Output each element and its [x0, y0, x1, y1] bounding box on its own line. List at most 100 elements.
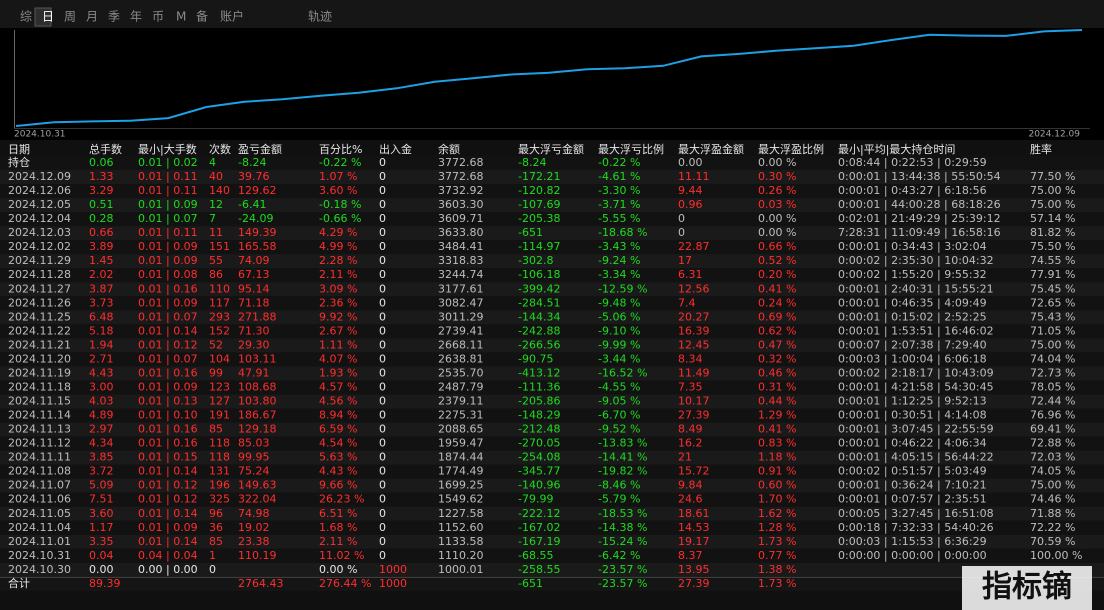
table-cell: 0.66 %	[758, 240, 796, 253]
table-cell: 0.01 | 0.09	[138, 198, 198, 211]
table-cell: -8.24	[518, 156, 546, 169]
row-bg	[0, 380, 1104, 395]
column-header: 出入金	[379, 142, 412, 156]
table-cell: 47.91	[238, 366, 270, 379]
column-header: 最小|平均|最大持仓时间	[838, 142, 955, 156]
table-cell: 110.19	[238, 549, 277, 562]
table-cell: -107.69	[518, 198, 560, 211]
table-cell: -90.75	[518, 352, 553, 365]
table-cell: -167.02	[518, 521, 560, 534]
table-cell: 0.20 %	[758, 268, 796, 281]
table-cell: 9.84	[678, 479, 703, 492]
column-header: 最大浮亏金额	[518, 142, 584, 156]
table-cell: 1.17	[89, 521, 114, 534]
table-cell: 5.09	[89, 479, 114, 492]
table-cell: 0.62 %	[758, 324, 796, 337]
tab[interactable]: 账户	[220, 9, 244, 24]
table-cell: 0.00 %	[319, 563, 357, 576]
table-cell: 0.00 %	[758, 212, 796, 225]
table-cell: 1549.62	[438, 493, 484, 506]
table-cell: 276.44 %	[319, 577, 371, 590]
table-cell: 118	[209, 437, 230, 450]
table-cell: 2024.11.28	[8, 268, 71, 281]
tab[interactable]: 季	[108, 10, 120, 24]
table-cell: 271.88	[238, 310, 277, 323]
tab[interactable]: 备	[196, 10, 208, 24]
table-cell: 3244.74	[438, 268, 484, 281]
tab[interactable]: 综	[20, 10, 32, 24]
tab[interactable]: M	[176, 10, 186, 24]
table-cell: 67.13	[238, 268, 270, 281]
table-cell: 2024.11.20	[8, 352, 71, 365]
table-cell: 0:00:18 | 7:32:33 | 54:40:26	[838, 521, 994, 534]
tab[interactable]: 币	[152, 10, 164, 24]
table-cell: 2024.11.08	[8, 465, 71, 478]
table-cell: 2024.12.02	[8, 240, 71, 253]
table-cell: 8.49	[678, 423, 703, 436]
table-cell: 36	[209, 521, 223, 534]
row-bg	[0, 198, 1104, 213]
table-cell: 10.17	[678, 395, 710, 408]
table-cell: 0.66	[89, 226, 114, 239]
table-cell: 0:00:02 | 0:51:57 | 5:03:49	[838, 465, 987, 478]
table-cell: 3.73	[89, 296, 114, 309]
column-header: 最大浮盈比例	[758, 142, 824, 156]
table-cell: 2024.11.18	[8, 380, 71, 393]
table-cell: 2275.31	[438, 409, 484, 422]
table-cell: 23.38	[238, 535, 270, 548]
table-cell: 2024.11.05	[8, 507, 71, 520]
table-cell: 55	[209, 254, 223, 267]
table-cell: 0	[379, 437, 386, 450]
table-cell: 77.91 %	[1030, 268, 1075, 281]
table-cell: 0	[379, 535, 386, 548]
row-bg	[0, 562, 1104, 577]
table-cell: -258.55	[518, 563, 560, 576]
table-cell: 12	[209, 198, 223, 211]
table-cell: -9.10 %	[598, 324, 640, 337]
table-cell: 1.45	[89, 254, 114, 267]
table-cell: 103.11	[238, 352, 277, 365]
table-cell: 71.18	[238, 296, 270, 309]
table-cell: -242.88	[518, 324, 560, 337]
table-cell: 27.39	[678, 409, 710, 422]
table-cell: -212.48	[518, 423, 560, 436]
table-cell: 0:00:01 | 4:05:15 | 56:44:22	[838, 451, 994, 464]
table-cell: -120.82	[518, 184, 560, 197]
table-cell: 0.01 | 0.11	[138, 170, 198, 183]
table-cell: 4.34	[89, 437, 114, 450]
table-cell: 2024.12.04	[8, 212, 71, 225]
table-cell: 74.98	[238, 507, 270, 520]
table-cell: 12.45	[678, 338, 710, 351]
tab[interactable]: 年	[130, 10, 142, 24]
table-cell: 3772.68	[438, 170, 484, 183]
table-cell: -651	[518, 577, 543, 590]
row-bg	[0, 478, 1104, 493]
table-cell: 1.73 %	[758, 535, 796, 548]
table-cell: 86	[209, 268, 223, 281]
table-cell: 0	[379, 352, 386, 365]
track-tab[interactable]: 轨迹	[308, 10, 332, 24]
column-header: 余额	[438, 142, 460, 156]
tab[interactable]: 周	[64, 10, 76, 24]
table-cell: 0.01 | 0.07	[138, 310, 198, 323]
table-cell: 0	[379, 282, 386, 295]
table-cell: 17	[678, 254, 692, 267]
table-cell: 129.62	[238, 184, 277, 197]
table-cell: 2024.11.25	[8, 310, 71, 323]
table-cell: -3.71 %	[598, 198, 640, 211]
table-cell: 0.96	[678, 198, 703, 211]
tab[interactable]: 日	[42, 10, 54, 24]
table-cell: -167.19	[518, 535, 560, 548]
table-cell: 0.01 | 0.09	[138, 380, 198, 393]
table-cell: 0.01 | 0.07	[138, 212, 198, 225]
table-cell: 2024.11.12	[8, 437, 71, 450]
table-cell: 4.29 %	[319, 226, 357, 239]
table-cell: 3732.92	[438, 184, 484, 197]
table-cell: 7	[209, 212, 216, 225]
table-cell: 191	[209, 409, 230, 422]
watermark: 指标镝	[982, 570, 1072, 605]
table-cell: 0.01 | 0.12	[138, 479, 198, 492]
tab[interactable]: 月	[86, 10, 98, 24]
table-cell: 140	[209, 184, 230, 197]
